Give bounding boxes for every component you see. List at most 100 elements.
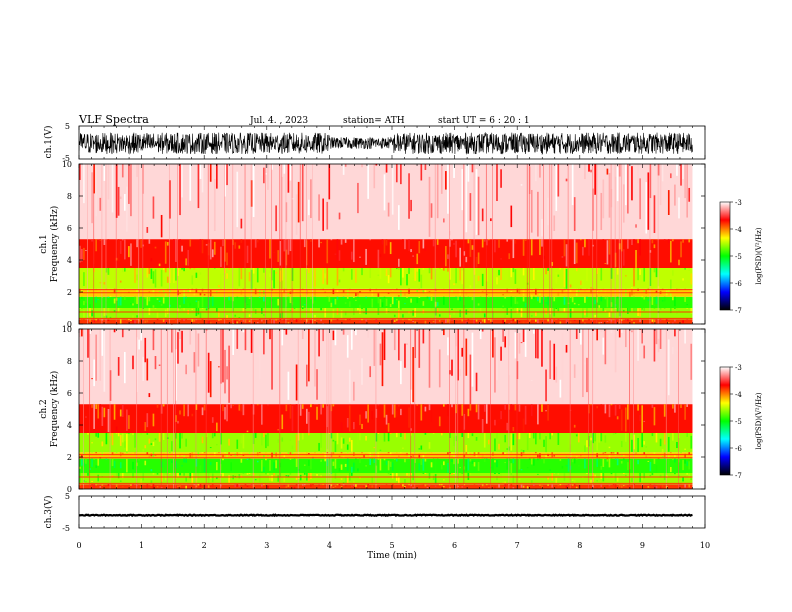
spectrogram-cell [563,308,566,312]
frequency-tick-label: 0 [67,485,72,494]
spectrogram-cell [672,433,674,441]
spectrogram-cell [338,279,341,283]
spectrogram-sferic [455,329,457,489]
spectrogram-cell [195,485,198,487]
spectrogram-cell [672,452,674,454]
spectrogram-sferic [312,164,313,324]
spectrogram-cell [134,433,136,448]
spectrogram-cell [678,259,680,266]
spectrogram-cell [234,484,237,488]
spectrogram-cell [649,474,652,477]
spectrogram-cell [539,164,541,178]
spectrogram-cell [483,484,486,488]
spectrogram-cell [179,329,181,340]
spectrogram-cell [173,452,175,456]
spectrogram-sferic [330,329,332,489]
spectrogram-cell [177,332,179,364]
spectrogram-cell [308,268,310,274]
spectrogram-cell [291,268,294,281]
time-tick-label: 0 [76,541,81,550]
spectrogram-cell [440,464,443,470]
spectrogram-cell [655,464,658,473]
spectrogram-cell [465,292,468,296]
spectrogram-cell [81,296,83,299]
spectrogram-cell [657,457,660,459]
spectrogram-cell [449,315,451,318]
spectrogram-cell [596,458,599,467]
spectrogram-cell [532,484,535,486]
spectrogram-cell [250,269,253,289]
spectrogram-cell [502,452,504,455]
spectrogram-cell [201,329,204,330]
spectrogram-cell [207,242,210,256]
spectrogram-cell [252,320,255,323]
spectrogram-cell [616,268,619,275]
spectrogram-cell [273,319,275,324]
spectrogram-cell [387,275,390,284]
spectrogram-cell [590,437,592,441]
spectrogram-cell [164,268,167,273]
ch2-spectrogram-ylabel-channel: ch.2 [39,399,49,418]
spectrogram-cell [643,308,646,311]
spectrogram-cell [142,244,145,247]
spectrogram-cell [228,475,230,483]
spectrogram-cell [438,484,441,486]
spectrogram-cell [316,474,318,476]
spectrogram-cell [87,329,89,358]
spectrogram-cell [647,460,650,462]
spectrogram-cell [600,329,603,333]
spectrogram-cell [438,416,441,427]
spectrogram-cell [592,244,594,247]
colorbar-label: log(PSD)(V²/Hz) [755,392,763,449]
spectrogram-cell [132,320,134,324]
spectrogram-cell [359,487,361,489]
spectrogram-cell [314,296,316,301]
spectrogram-cell [375,452,378,456]
spectrogram-cell [481,319,484,322]
spectrogram-cell [594,452,596,454]
spectrogram-cell [250,484,253,486]
spectrogram-cell [291,308,294,313]
spectrogram-cell [451,359,453,376]
spectrogram-sferic [224,164,225,324]
spectrogram-cell [414,321,417,324]
spectrogram-cell [512,305,515,308]
spectrogram-cell [612,484,615,486]
spectrogram-cell [220,329,222,384]
spectrogram-cell [625,275,627,277]
spectrogram-cell [537,329,539,359]
spectrogram-cell [680,164,682,186]
spectrogram-cell [639,329,641,330]
spectrogram-cell [387,473,390,475]
spectrogram-cell [645,289,648,294]
spectrogram-cell [175,433,177,439]
spectrogram-cell [168,289,171,293]
spectrogram-cell [357,182,359,214]
spectrogram-cell [201,308,204,309]
spectrogram-cell [132,433,134,436]
spectrogram-cell [87,433,89,435]
spectrogram-cell [91,484,93,486]
spectrogram-cell [164,475,167,481]
spectrogram-cell [267,473,269,476]
spectrogram-cell [688,187,691,202]
spectrogram-cell [577,288,580,294]
spectrogram-cell [504,452,506,454]
spectrogram-cell [659,438,662,447]
spectrogram-cell [322,404,324,408]
colorbar-tick-label: -3 [735,199,742,207]
spectrogram-cell [99,404,102,413]
spectrogram-cell [508,323,511,325]
spectrogram-cell [463,251,466,256]
spectrogram-cell [146,413,149,428]
spectrogram-cell [115,433,118,434]
spectrogram-cell [622,249,625,266]
spectrogram-cell [132,315,134,319]
spectrogram-cell [434,485,437,487]
spectrogram-cell [598,322,601,324]
spectrogram-cell [293,308,296,309]
spectrogram-cell [600,473,603,479]
spectrogram-cell [600,296,603,302]
spectrogram-sferic [291,164,293,324]
spectrogram-cell [510,433,513,451]
